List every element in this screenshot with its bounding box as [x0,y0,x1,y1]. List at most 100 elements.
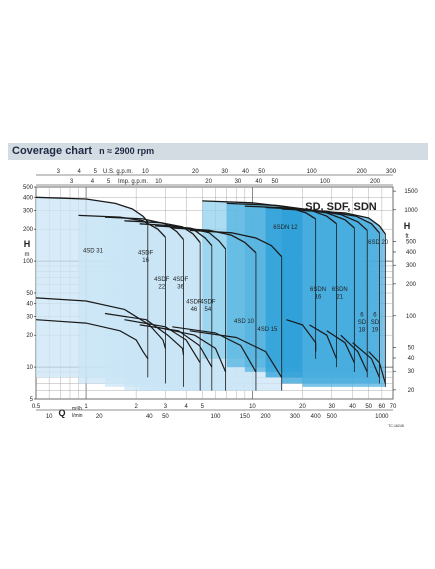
series-top-curve-7 [189,229,283,258]
x-tick-label-lmin: 150 [240,414,251,420]
series-bottom-curve-12 [352,342,380,378]
y-tick-label-m: 10 [26,365,33,371]
series-bottom-curve-5 [154,326,227,373]
x-tick-label-lmin: 50 [162,414,169,420]
us-gpm-label: U.S. g.p.m. [103,169,133,175]
series-label-6: 4SD 10 [234,319,255,325]
imp-gpm-tick-label: 50 [272,179,279,185]
imp-gpm-tick-label: 200 [370,179,381,185]
header-bar [8,143,428,160]
series-label-7: 4SD 15 [257,327,278,333]
us-gpm-tick-label: 300 [386,169,397,175]
series-label-5: 4SDF [200,299,216,305]
x-tick-label-m3h: 5 [201,404,205,410]
y-tick-label-ft: 1000 [404,208,418,214]
series-label-12: SD [371,320,380,326]
us-gpm-tick-label: 4 [77,169,81,175]
chart-subtitle: n ≈ 2900 rpm [99,146,155,156]
chart-title-text: Coverage chart [12,145,93,157]
imp-gpm-label: Imp. g.p.m. [118,179,148,185]
series-label-1: 4SDF [138,251,154,257]
y-tick-label-ft: 1500 [404,189,418,195]
series-bottom-curve-2 [104,312,185,356]
y-axis-unit-secondary: ft [405,234,409,240]
x-tick-label-m3h: 60 [379,404,386,410]
y-tick-label-ft: 50 [408,346,415,352]
axis-layer: 51020304050100200300400500Hm203040501002… [23,169,418,428]
x-tick-label-lmin: 400 [311,414,322,420]
series-group-label: SD, SDF, SDN [305,201,377,213]
y-tick-label-ft: 30 [408,369,415,375]
y-tick-label-ft: 300 [406,263,417,269]
y-tick-label-m: 300 [23,209,34,215]
x-tick-label-lmin: 40 [146,414,153,420]
series-bottom-curve-8 [286,319,317,352]
x-tick-label-m3h: 4 [185,404,189,410]
y-tick-label-m: 500 [23,185,34,191]
series-bottom-curve-11 [340,334,368,373]
series-label-11: 18 [359,328,366,334]
imp-gpm-tick-label: 40 [255,179,262,185]
series-top-curve-13 [302,209,386,235]
series-area-layer [36,197,386,391]
x-tick-label-m3h: 10 [249,404,256,410]
series-label-9: 16 [315,295,322,301]
imp-gpm-tick-label: 4 [91,179,95,185]
series-label-9: 6SDN [310,287,326,293]
series-label-0: 4SD 31 [83,249,104,255]
us-gpm-tick-label: 20 [192,169,199,175]
series-top-curve-5 [155,225,227,250]
x-tick-label-lmin: 200 [261,414,272,420]
y-tick-label-m: 100 [23,259,34,265]
series-bottom-curve-7 [189,330,283,378]
series-bottom-curve-6 [172,326,257,373]
series-label-2: 4SDF [154,277,170,283]
x-tick-label-m3h: 2 [134,404,138,410]
series-bottom-curve-10 [326,330,355,363]
x-axis-unit-secondary: l/min [72,413,83,419]
series-top-curve-0 [35,196,149,223]
us-gpm-tick-label: 10 [142,169,149,175]
x-tick-label-m3h: 3 [164,404,168,410]
series-label-11: SD [358,320,367,326]
series-top-curve-6 [172,227,257,254]
us-gpm-tick-label: 3 [57,169,61,175]
y-tick-label-m: 40 [26,301,33,307]
us-gpm-tick-label: 5 [94,169,98,175]
x-tick-label-lmin: 10 [46,414,53,420]
series-area-13 [302,210,386,387]
y-tick-label-m: 30 [26,315,33,321]
y-tick-label-ft: 100 [406,314,417,320]
us-gpm-tick-label: 200 [357,169,368,175]
chart-title: Coverage chart n ≈ 2900 rpm [12,145,154,157]
x-tick-label-m3h: 40 [349,404,356,410]
us-gpm-tick-label: 30 [221,169,228,175]
series-label-12: 19 [372,328,379,334]
y-tick-label-m: 400 [23,195,34,201]
y-tick-label-m: 5 [30,397,34,403]
imp-gpm-tick-label: 100 [320,179,331,185]
x-tick-label-m3h: 50 [365,404,372,410]
series-label-4: 4SDF [186,299,202,305]
imp-gpm-tick-label: 20 [205,179,212,185]
imp-gpm-tick-label: 5 [107,179,111,185]
series-label-5: 54 [205,307,212,313]
series-bottom-curve-9 [309,324,338,359]
series-bottom-curve-3 [124,319,201,364]
series-label-layer: 4SD 31 4SDF164SDF224SDF364SDF464SDF544SD … [83,201,389,334]
x-tick-label-m3h: 20 [299,404,306,410]
y-axis-label-right: H [404,221,411,231]
y-tick-label-m: 20 [26,333,33,339]
x-tick-label-lmin: 1000 [375,414,389,420]
imp-gpm-tick-label: 30 [235,179,242,185]
x-tick-label-lmin: 100 [211,414,222,420]
imp-gpm-tick-label: 10 [155,179,162,185]
series-bottom-curve-1 [35,297,166,349]
series-label-3: 36 [177,284,184,290]
y-tick-label-ft: 500 [406,240,417,246]
series-label-10: 6SDN [332,287,348,293]
x-tick-label-m3h: 1 [84,404,88,410]
series-label-2: 22 [158,284,165,290]
x-axis-label: Q [58,408,65,418]
